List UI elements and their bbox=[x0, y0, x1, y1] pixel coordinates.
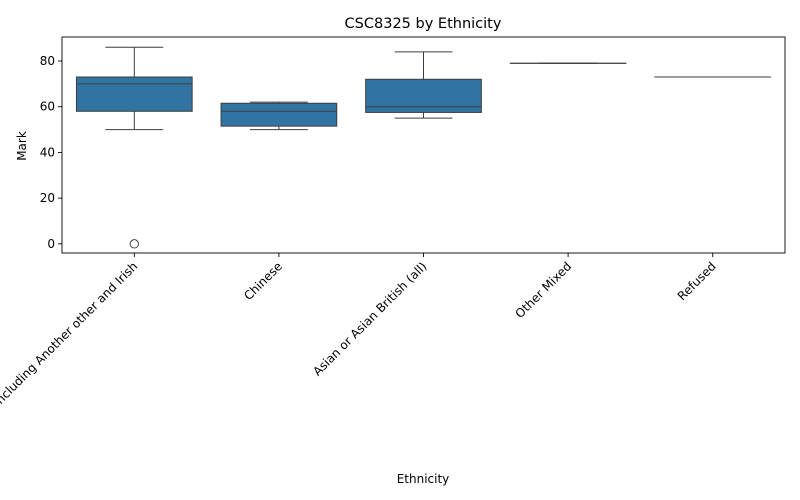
box-iqr bbox=[365, 78, 482, 113]
x-tick-label: White including Another other and Irish bbox=[0, 259, 140, 436]
x-tick-label: Refused bbox=[675, 259, 719, 303]
outlier-point bbox=[129, 239, 140, 249]
y-tick-label: 0 bbox=[47, 237, 55, 251]
chart-title: CSC8325 by Ethnicity bbox=[345, 16, 502, 32]
x-tick-label: Chinese bbox=[241, 259, 285, 303]
y-tick-label: 60 bbox=[40, 100, 55, 114]
plot-area: 0 20 40 60 80 White including Another other a… bbox=[0, 36, 786, 436]
y-tick-label: 40 bbox=[40, 145, 55, 159]
box-iqr bbox=[75, 76, 193, 112]
y-axis-title: Mark bbox=[15, 131, 29, 161]
x-tick-label: Other Mixed bbox=[512, 259, 574, 321]
y-tick-label: 80 bbox=[40, 54, 55, 68]
x-axis-title: Ethnicity bbox=[397, 472, 450, 486]
x-tick-label: Asian or Asian British (all) bbox=[310, 259, 429, 378]
box-iqr bbox=[220, 102, 338, 127]
y-tick-label: 20 bbox=[40, 191, 55, 205]
